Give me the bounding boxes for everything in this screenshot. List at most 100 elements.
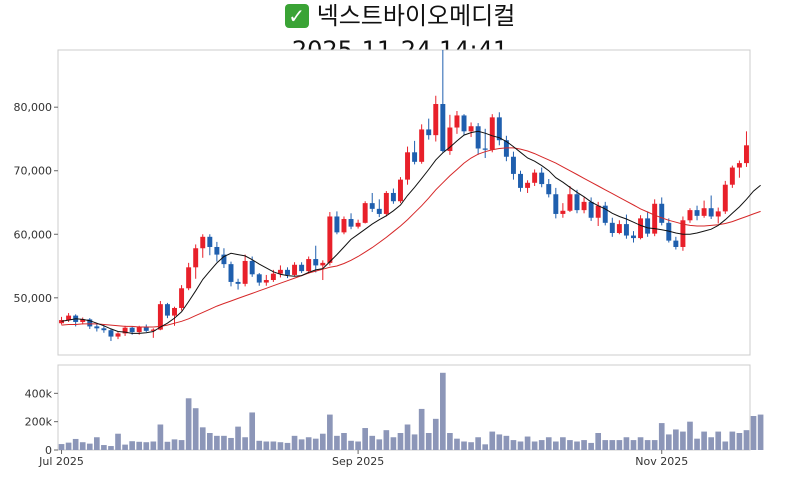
candle-body	[405, 152, 411, 180]
volume-bar	[72, 438, 79, 450]
candle-body	[221, 254, 227, 265]
volume-bar	[687, 421, 693, 450]
candle-body	[539, 172, 545, 185]
candle-body	[129, 327, 135, 333]
volume-bar	[298, 439, 305, 450]
candle-body	[214, 246, 220, 255]
check-mark-icon: ✓	[284, 4, 309, 28]
volume-bar	[94, 437, 100, 450]
volume-bar	[694, 438, 700, 450]
candle-body	[327, 216, 333, 263]
volume-bar	[736, 433, 743, 450]
volume-bar	[609, 440, 616, 450]
volume-bar	[249, 412, 256, 450]
volume-y-tick-label: 400k	[25, 387, 53, 400]
candle-body	[482, 148, 488, 150]
volume-bar	[411, 434, 418, 450]
x-tick-label: Jul 2025	[38, 455, 84, 468]
volume-y-axis: 0 200k 400k	[25, 387, 58, 457]
volume-bar	[291, 435, 298, 450]
candle-body	[567, 194, 573, 211]
volume-bar	[531, 441, 538, 450]
candle-body	[694, 210, 700, 216]
volume-bar	[390, 437, 397, 450]
volume-bar	[270, 441, 277, 450]
candle-body	[285, 269, 290, 275]
candle-body	[673, 240, 679, 247]
candle-body	[412, 152, 418, 162]
volume-bar	[454, 438, 460, 450]
volume-bar	[319, 433, 326, 450]
candle-body	[263, 280, 269, 283]
candle-body	[715, 211, 721, 217]
chart-title: ✓ 넥스트바이오메디컬	[0, 0, 800, 32]
candle-body	[419, 129, 425, 162]
volume-bar	[623, 437, 630, 450]
volume-bar	[58, 444, 65, 450]
volume-bar	[503, 435, 510, 450]
candle-body	[150, 329, 156, 331]
candle-body	[172, 307, 177, 316]
price-y-tick-label: 70,000	[14, 165, 53, 178]
volume-bar	[341, 433, 347, 450]
candle-body	[115, 333, 121, 337]
volume-y-tick-label: 200k	[25, 416, 53, 429]
volume-bar	[658, 423, 665, 450]
stock-name: 넥스트바이오메디컬	[316, 2, 516, 30]
candle-body	[440, 104, 446, 152]
volume-bar	[65, 442, 72, 450]
volume-bar	[630, 440, 637, 450]
volume-bar	[404, 424, 411, 450]
candle-body	[136, 327, 142, 333]
volume-bar	[461, 441, 467, 450]
candle-body	[743, 145, 749, 164]
price-plot-frame	[57, 49, 751, 356]
candle-body	[602, 205, 608, 223]
volume-bar	[673, 429, 679, 450]
volume-series	[58, 372, 764, 450]
volume-bar	[157, 424, 164, 450]
candle-body	[299, 264, 305, 272]
volume-bar	[284, 442, 291, 450]
volume-bar	[312, 438, 319, 450]
candle-body	[666, 222, 672, 241]
price-y-tick-label: 80,000	[14, 101, 53, 114]
candle-body	[623, 224, 629, 236]
volume-bar	[552, 441, 559, 450]
candle-body	[397, 179, 403, 202]
volume-bar	[221, 435, 227, 450]
candle-body	[722, 184, 728, 212]
candle-body	[101, 328, 107, 331]
candle-body	[581, 201, 587, 211]
volume-bar	[369, 435, 376, 450]
volume-bar	[637, 437, 644, 450]
volume-bar	[263, 441, 270, 450]
candle-body	[631, 235, 636, 239]
candle-body	[320, 262, 326, 266]
long-moving-average-line	[61, 147, 761, 328]
volume-bar	[581, 440, 587, 450]
volume-bar	[143, 442, 150, 450]
volume-bar	[129, 441, 135, 450]
volume-y-tick-label: 0	[45, 444, 52, 457]
candle-body	[313, 259, 319, 266]
candle-body	[532, 172, 538, 183]
candle-body	[489, 117, 495, 150]
volume-bar	[178, 440, 185, 450]
candle-body	[701, 208, 707, 216]
volume-bar	[362, 428, 368, 450]
volume-bar	[595, 433, 602, 450]
candle-body	[277, 269, 283, 274]
candle-body	[164, 304, 170, 316]
candle-body	[157, 304, 163, 330]
volume-bar	[206, 433, 213, 450]
candle-body	[454, 115, 460, 128]
volume-bar	[588, 442, 594, 450]
candle-body	[242, 260, 248, 284]
volume-bar	[122, 444, 128, 450]
volume-bar	[242, 437, 248, 450]
moving-average-lines	[61, 130, 761, 334]
volume-bar	[376, 439, 383, 450]
candle-body	[383, 192, 389, 214]
volume-bar	[327, 414, 333, 450]
